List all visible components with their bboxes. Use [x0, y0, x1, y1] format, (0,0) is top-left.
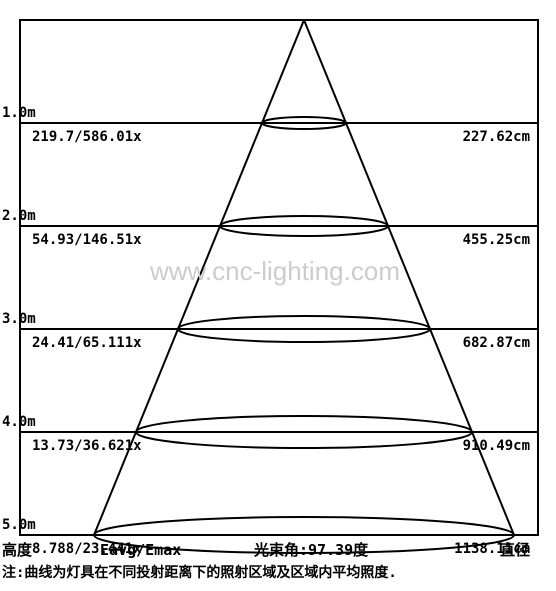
lux-label: 54.93/146.51x	[32, 232, 142, 248]
axis-eavg: Eavg/Emax	[100, 541, 181, 559]
lux-label: 219.7/586.01x	[32, 129, 142, 145]
diameter-label: 455.25cm	[463, 232, 530, 248]
beam-spread-diagram: www.cnc-lighting.com 1.0m 219.7/586.01x 227…	[0, 0, 556, 591]
axis-beam-angle: 光束角:97.39度	[253, 541, 369, 559]
height-label: 5.0m	[2, 517, 36, 533]
diameter-label: 682.87cm	[463, 335, 530, 351]
height-label: 1.0m	[2, 105, 36, 121]
height-label: 4.0m	[2, 414, 36, 430]
diameter-label: 910.49cm	[463, 438, 530, 454]
axis-height: 高度	[2, 541, 33, 559]
watermark: www.cnc-lighting.com	[149, 256, 400, 286]
axis-diameter: 直径	[500, 541, 530, 559]
lux-label: 24.41/65.111x	[32, 335, 142, 351]
height-label: 2.0m	[2, 208, 36, 224]
lux-label: 13.73/36.621x	[32, 438, 142, 454]
diameter-label: 227.62cm	[463, 129, 530, 145]
height-label: 3.0m	[2, 311, 36, 327]
footnote: 注:曲线为灯具在不同投射距离下的照射区域及区域内平均照度.	[2, 564, 397, 581]
